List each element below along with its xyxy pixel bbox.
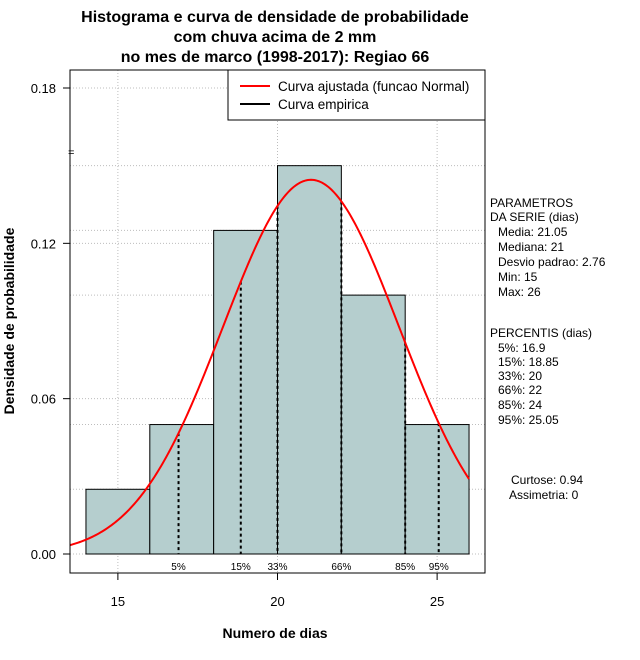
- params-header-1: PARAMETROS: [490, 196, 573, 210]
- axis-stray-mark: =: [68, 147, 74, 159]
- histogram-bar-2: [213, 229, 278, 555]
- legend-label-normal: Curva ajustada (funcao Normal): [278, 79, 469, 94]
- side-parameters: PARAMETROS DA SERIE (dias) Media: 21.05 …: [490, 196, 606, 502]
- percentis-header: PERCENTIS (dias): [490, 326, 592, 340]
- percentil-15: 15%: 18.85: [498, 355, 559, 369]
- legend: Curva ajustada (funcao Normal) Curva emp…: [227, 69, 486, 121]
- percentil-5: 5%: 16.9: [498, 341, 546, 355]
- title-line-2: com chuva acima de 2 mm: [174, 29, 377, 46]
- histogram-bar-3: [277, 165, 342, 555]
- assimetria-text: Assimetria: 0: [509, 488, 579, 502]
- percentil-95: 95%: 25.05: [498, 413, 559, 427]
- x-tick-label-15: 15: [111, 594, 125, 609]
- legend-box: [227, 69, 486, 121]
- param-max: Max: 26: [498, 285, 541, 299]
- param-mediana: Mediana: 21: [498, 240, 564, 254]
- params-header-2: DA SERIE (dias): [490, 210, 579, 224]
- x-tick-label-20: 20: [270, 594, 284, 609]
- histogram-bars: [85, 165, 470, 555]
- percentile-label-85: 85%: [395, 562, 415, 573]
- percentil-33: 33%: 20: [498, 369, 542, 383]
- percentile-label-33: 33%: [267, 562, 287, 573]
- normal-curve: [69, 178, 470, 547]
- histogram-bar-5: [404, 424, 470, 555]
- y-axis-title: Densidade de probabilidade: [1, 227, 17, 414]
- percentile-label-66: 66%: [331, 562, 351, 573]
- percentile-labels: 5% 15% 33% 66% 85% 95%: [171, 562, 449, 573]
- histogram-bar-0: [85, 488, 151, 555]
- legend-label-empirica: Curva empirica: [278, 97, 369, 112]
- title-line-3: no mes de marco (1998-2017): Regiao 66: [121, 49, 430, 66]
- percentile-lines: [177, 201, 440, 554]
- y-tick-label-1: 0.06: [31, 392, 56, 407]
- chart-title: Histograma e curva de densidade de proba…: [81, 9, 469, 66]
- percentile-label-5: 5%: [171, 562, 186, 573]
- x-axis-title: Numero de dias: [222, 625, 327, 641]
- percentile-label-15: 15%: [231, 562, 251, 573]
- param-desvio: Desvio padrao: 2.76: [498, 255, 606, 269]
- param-min: Min: 15: [498, 270, 538, 284]
- histogram-bar-1: [149, 424, 215, 555]
- percentil-85: 85%: 24: [498, 398, 542, 412]
- percentile-label-95: 95%: [429, 562, 449, 573]
- y-tick-label-2: 0.12: [31, 236, 56, 251]
- x-axis: 15 20 25: [111, 573, 444, 609]
- percentil-66: 66%: 22: [498, 383, 542, 397]
- histogram-bar-4: [340, 294, 406, 555]
- title-line-1: Histograma e curva de densidade de proba…: [81, 9, 469, 26]
- x-tick-label-25: 25: [430, 594, 444, 609]
- param-media: Media: 21.05: [498, 225, 568, 239]
- curtose-text: Curtose: 0.94: [511, 473, 583, 487]
- y-tick-label-0: 0.00: [31, 547, 56, 562]
- y-axis: 0.00 0.06 0.12 0.18: [31, 81, 70, 562]
- y-tick-label-3: 0.18: [31, 81, 56, 96]
